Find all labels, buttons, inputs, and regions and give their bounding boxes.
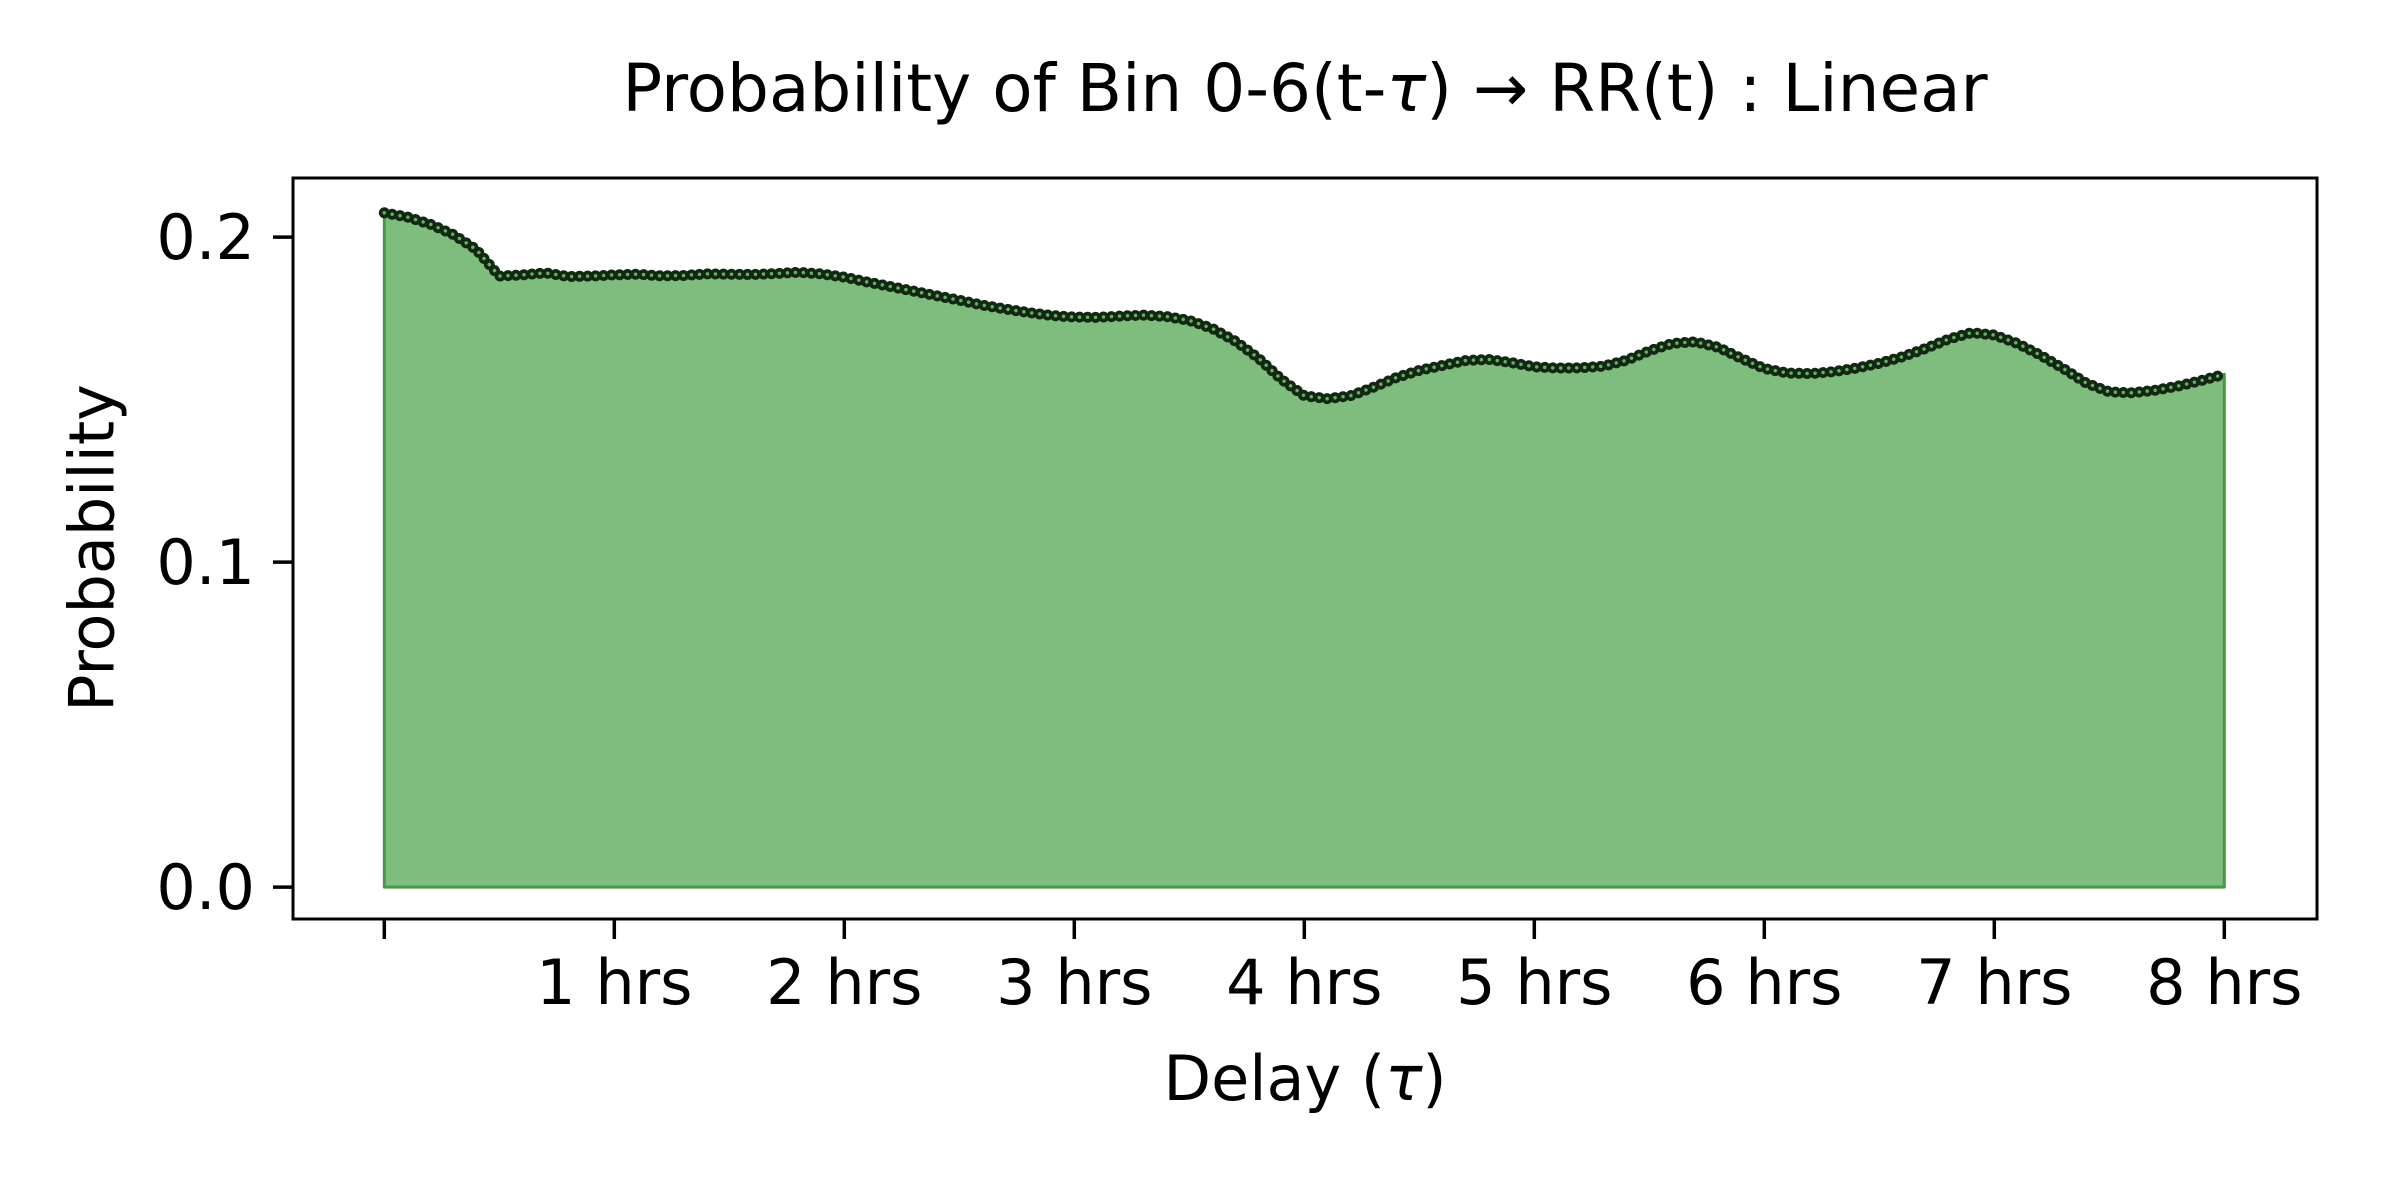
x-tick-label: 2 hrs (766, 946, 922, 1019)
area-fill (382, 211, 2226, 889)
y-axis-label: Probability (55, 384, 128, 712)
x-tick-label: 7 hrs (1916, 946, 2072, 1019)
chart-title-text-end: ) → RR(t) : Linear (1426, 50, 1988, 127)
y-tick-label: 0.1 (156, 526, 255, 599)
x-axis-label-text: Delay ( (1163, 1042, 1386, 1115)
x-tick-label: 1 hrs (536, 946, 692, 1019)
x-tick-label: 6 hrs (1686, 946, 1842, 1019)
y-tick-label: 0.2 (156, 201, 255, 274)
y-tick-label: 0.0 (156, 851, 255, 924)
series-line-glints (382, 211, 2227, 401)
y-axis-label-text: Probability (55, 384, 129, 712)
x-axis-label: Delay (τ) (1163, 1046, 1446, 1111)
x-tick-label: 5 hrs (1456, 946, 1612, 1019)
x-tick-label: 3 hrs (996, 946, 1152, 1019)
x-tick-label: 4 hrs (1226, 946, 1382, 1019)
chart-title-text: Probability of Bin 0-6(t- (622, 50, 1387, 127)
x-axis-label-text-end: ) (1422, 1042, 1447, 1115)
chart-title: Probability of Bin 0-6(t-τ) → RR(t) : Li… (622, 54, 1987, 123)
tau-symbol: τ (1386, 50, 1427, 127)
tau-symbol: τ (1385, 1042, 1423, 1115)
x-tick-label: 8 hrs (2146, 946, 2302, 1019)
